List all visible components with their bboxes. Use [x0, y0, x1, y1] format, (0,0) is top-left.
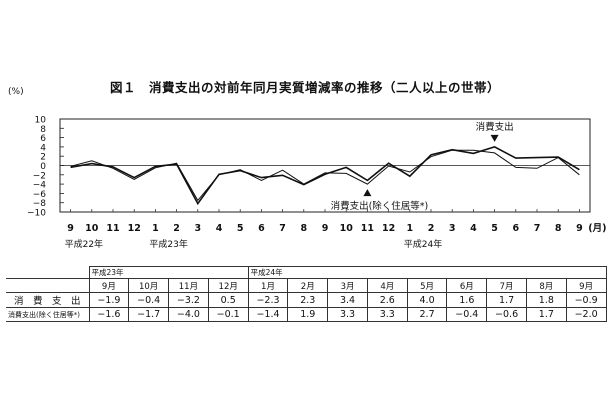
table-cell: 1.9 [287, 307, 329, 322]
table-era-24: 平成24年 [247, 266, 607, 279]
x-tick-label: 8 [555, 223, 562, 234]
x-tick-label: 11 [361, 223, 374, 234]
x-tick-label: 1 [152, 223, 159, 234]
x-unit-label: (月) [588, 223, 606, 234]
y-tick-label: 10 [35, 116, 47, 126]
table-cell: −0.4 [128, 292, 170, 308]
y-axis-label: (%) [8, 87, 24, 97]
series-line-2 [70, 149, 580, 202]
table-cell: −0.9 [565, 292, 607, 308]
table-cell: −0.1 [207, 307, 249, 322]
y-tick-label: 6 [40, 134, 46, 144]
table-month-header: 3月 [327, 278, 368, 293]
x-tick-label: 5 [491, 223, 498, 234]
annotation-label: 消費支出(除く住居等*) [331, 200, 429, 212]
table-row: 消 費 支 出 −1.9 −0.4 −3.2 0.5 −2.3 2.3 3.4 2.6 4.0 1… [6, 292, 607, 308]
table-month-header: 4月 [366, 278, 408, 293]
era-label: 平成23年 [149, 238, 187, 250]
table-cell: 0.5 [207, 292, 249, 308]
x-tick-label: 9 [576, 223, 583, 234]
table-cell: 1.7 [525, 307, 567, 322]
table-month-corner [6, 278, 90, 293]
table-cell: 4.0 [406, 292, 448, 308]
table-cell: 3.3 [327, 307, 368, 322]
x-tick-label: 2 [428, 223, 435, 234]
era-label: 平成22年 [65, 238, 103, 250]
x-tick-label: 4 [470, 223, 477, 234]
series-line-1 [70, 146, 580, 206]
y-tick-label: −4 [33, 181, 47, 191]
table-cell: −1.9 [88, 292, 130, 308]
table-cell: −0.4 [446, 307, 488, 322]
table-month-header: 9月 [88, 278, 130, 293]
table-month-header: 5月 [406, 278, 448, 293]
x-tick-label: 8 [300, 223, 307, 234]
row-label: 消費支出(除く住居等*) [6, 307, 90, 322]
table-cell: 1.6 [446, 292, 488, 308]
table-cell: −1.7 [128, 307, 170, 322]
table-cell: 2.6 [366, 292, 408, 308]
x-tick-label: 9 [322, 223, 329, 234]
x-tick-label: 11 [106, 223, 119, 234]
y-tick-label: 4 [40, 143, 46, 153]
table-cell: 3.4 [327, 292, 368, 308]
x-tick-label: 6 [258, 223, 265, 234]
x-tick-label: 1 [406, 223, 413, 234]
x-tick-label: 5 [237, 223, 244, 234]
y-tick-label: 0 [40, 162, 46, 172]
chart-title: 図１ 消費支出の対前年同月実質増減率の推移（二人以上の世帯） [109, 80, 500, 95]
y-tick-label: −2 [33, 171, 46, 181]
y-tick-label: 2 [40, 153, 46, 163]
table-cell: −3.2 [168, 292, 209, 308]
y-tick-label: −10 [27, 209, 46, 219]
era-label: 平成24年 [404, 238, 442, 250]
table-month-header: 9月 [565, 278, 607, 293]
table-cell: −0.6 [486, 307, 527, 322]
table-month-header: 12月 [207, 278, 249, 293]
table-month-header: 1月 [247, 278, 289, 293]
table-cell: 2.3 [287, 292, 329, 308]
x-tick-label: 12 [128, 223, 141, 234]
y-tick-label: −8 [33, 199, 47, 209]
x-tick-label: 7 [279, 223, 286, 234]
table-month-header: 10月 [128, 278, 170, 293]
data-table: 平成23年 平成24年 9月 10月 11月 12月 1月 2月 3月 4月 5月 6月 7月 8月 9… [6, 266, 607, 322]
table-month-header: 2月 [287, 278, 329, 293]
row-label: 消 費 支 出 [6, 292, 90, 308]
table-cell: 2.7 [406, 307, 448, 322]
x-tick-label: 7 [534, 223, 541, 234]
table-cell: −1.6 [88, 307, 130, 322]
table-month-header: 8月 [525, 278, 567, 293]
table-cell: 1.8 [525, 292, 567, 308]
table-era-23: 平成23年 [88, 266, 249, 279]
table-month-header: 6月 [446, 278, 488, 293]
table-cell: −2.0 [565, 307, 607, 322]
table-cell: −1.4 [247, 307, 289, 322]
table-month-header: 7月 [486, 278, 527, 293]
x-tick-label: 3 [449, 223, 456, 234]
table-cell: 3.3 [366, 307, 408, 322]
x-tick-label: 4 [216, 223, 223, 234]
annotation-arrow-up [363, 189, 372, 197]
table-cell: 1.7 [486, 292, 527, 308]
x-tick-label: 2 [173, 223, 180, 234]
annotation-arrow-down [490, 134, 499, 142]
table-month-row: 9月 10月 11月 12月 1月 2月 3月 4月 5月 6月 7月 8月 9月 [6, 278, 607, 293]
table-row: 消費支出(除く住居等*) −1.6 −1.7 −4.0 −0.1 −1.4 1.9 3.3 3… [6, 307, 607, 322]
x-tick-label: 10 [340, 223, 354, 234]
x-tick-label: 10 [85, 223, 99, 234]
x-tick-label: 3 [194, 223, 201, 234]
annotation-label: 消費支出 [476, 121, 514, 133]
y-tick-label: −6 [33, 190, 47, 200]
table-cell: −4.0 [168, 307, 209, 322]
x-tick-label: 6 [512, 223, 519, 234]
y-tick-label: 8 [40, 125, 46, 135]
table-month-header: 11月 [168, 278, 209, 293]
x-tick-label: 12 [382, 223, 395, 234]
table-corner [6, 266, 90, 279]
table-cell: −2.3 [247, 292, 289, 308]
table-era-row: 平成23年 平成24年 [6, 266, 607, 279]
x-tick-label: 9 [67, 223, 74, 234]
